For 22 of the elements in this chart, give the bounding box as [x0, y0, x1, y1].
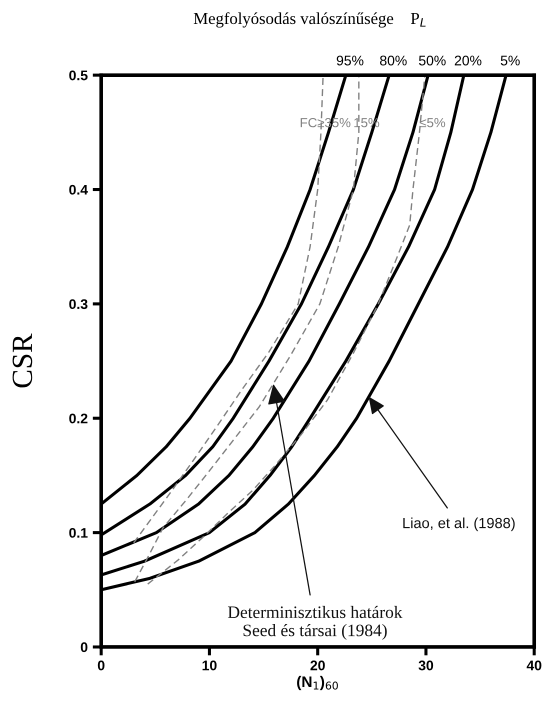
- series-label: 20%: [454, 56, 482, 66]
- x-tick-label: 40: [526, 660, 542, 670]
- y-tick-label: 0.5: [69, 70, 88, 80]
- x-tick-label: 0: [98, 660, 104, 670]
- x-tick-label: 30: [418, 660, 434, 670]
- series-label: ≤5%: [420, 118, 446, 128]
- y-tick-label: 0: [80, 642, 88, 652]
- x-tick-label: 10: [202, 660, 217, 670]
- series-label: 95%: [336, 56, 364, 66]
- series-label: 50%: [418, 56, 446, 66]
- x-tick-label: 20: [310, 660, 325, 670]
- y-tick-label: 0.4: [69, 184, 88, 195]
- y-tick-label: 0.1: [69, 528, 88, 538]
- series-label: 5%: [500, 56, 520, 66]
- series-label: 80%: [380, 56, 407, 66]
- annotation: Liao, et al. (1988): [403, 517, 515, 532]
- annotation: Determinisztikus határok Seed és társai (1984): [228, 606, 402, 640]
- y-axis-title: CSR: [12, 334, 32, 388]
- y-tick-label: 0.3: [69, 299, 88, 310]
- chart-title: Megfolyósodás valószínűsége P$_{L}$: [194, 12, 426, 28]
- x-axis-title: (N$_{1}$)$_{60}$: [297, 676, 338, 690]
- y-tick-label: 0.2: [69, 414, 88, 424]
